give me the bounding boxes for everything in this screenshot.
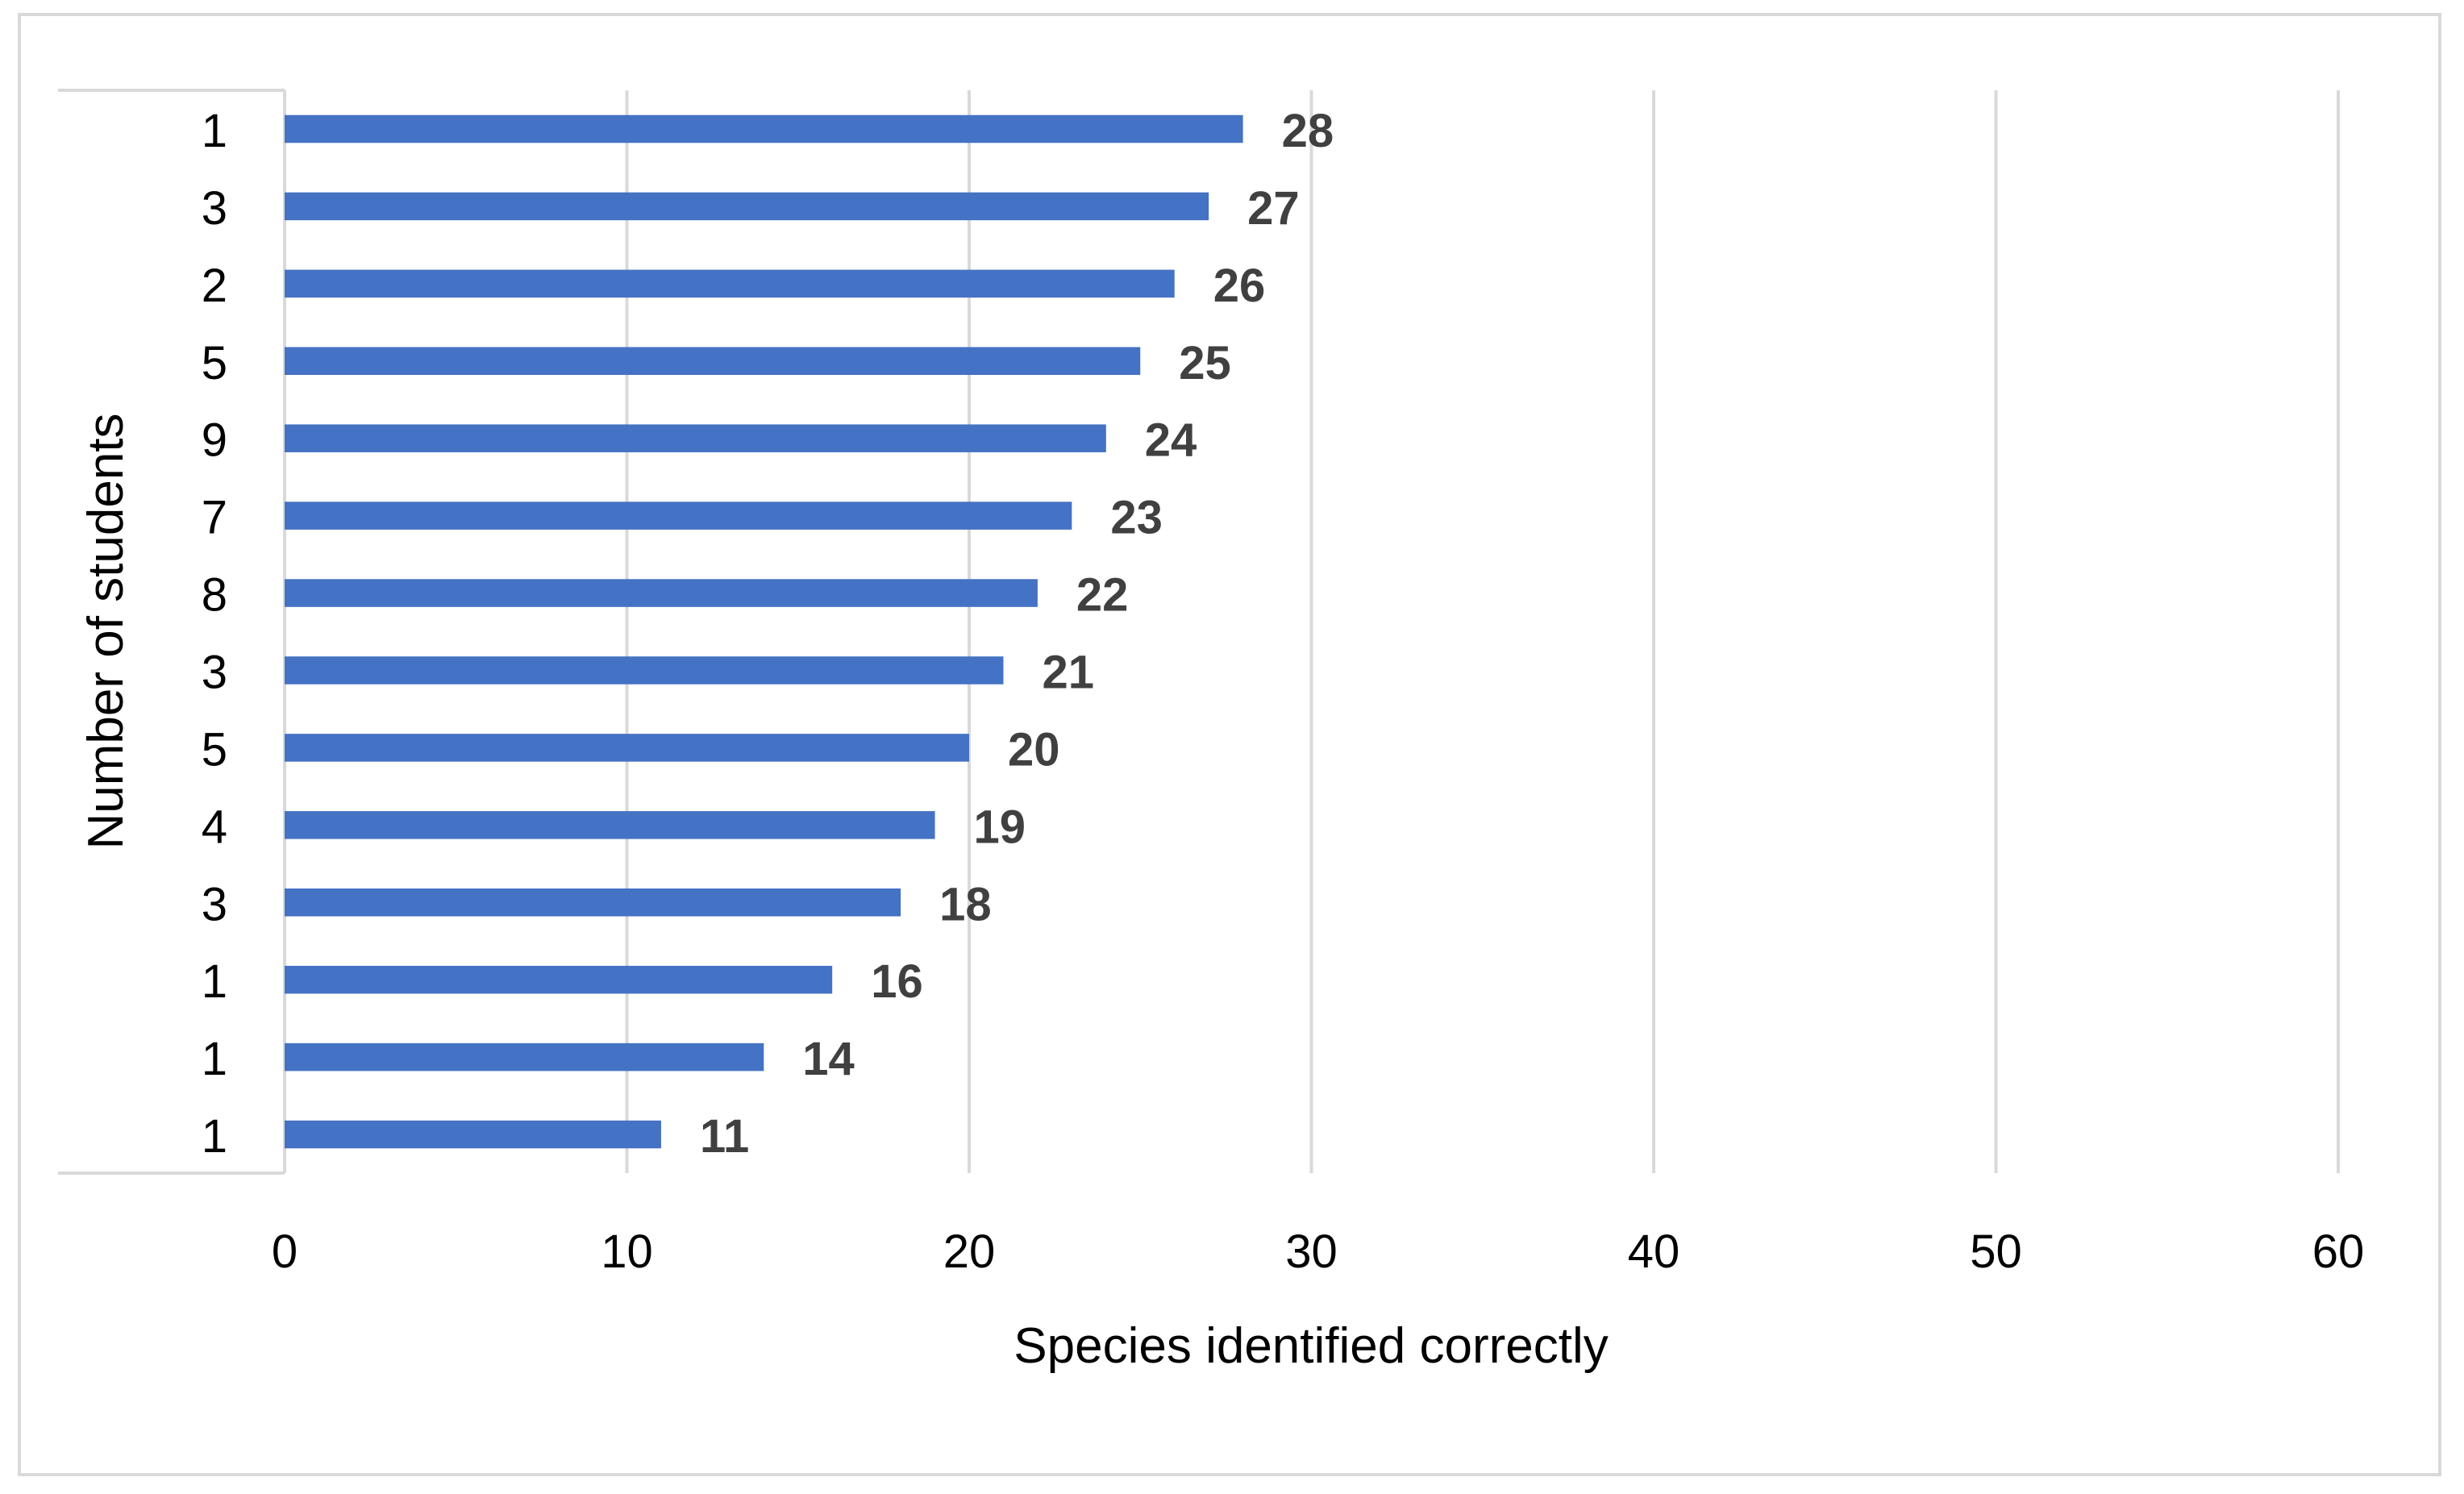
x-tick-labels: 0 10 20 30 40 50 60 [272,1226,2364,1278]
data-label: 24 [1145,414,1197,467]
bar [285,1043,764,1072]
y-category-labels: 1 3 2 5 9 7 8 3 5 4 3 1 1 1 [202,105,227,1163]
data-label: 11 [700,1110,749,1163]
y-axis-title: Number of students [78,413,134,849]
bar [285,424,1106,452]
data-label: 21 [1042,646,1094,698]
x-tick-label: 10 [601,1226,653,1278]
y-category-label: 1 [202,955,227,1008]
data-label: 22 [1076,569,1129,622]
x-tick-label: 60 [2312,1226,2365,1278]
bar [285,115,1243,144]
y-category-label: 9 [202,414,227,467]
y-category-label: 8 [202,569,227,622]
bar [285,966,832,994]
y-category-label: 3 [202,182,227,235]
y-category-label: 5 [202,723,227,776]
bar [285,1121,661,1149]
gridlines [627,90,2339,1173]
data-label: 18 [939,878,992,930]
y-category-label: 1 [202,105,227,157]
bar-chart: 2827262524232221201918161411 13259783543… [0,0,2464,1494]
bar [285,501,1072,530]
x-tick-label: 30 [1285,1226,1338,1278]
data-label: 25 [1179,337,1231,389]
y-category-label: 1 [202,1110,227,1163]
bar [285,811,935,839]
y-category-label: 5 [202,337,227,389]
data-label: 14 [802,1033,855,1085]
bar [285,270,1175,298]
data-label: 28 [1282,105,1334,157]
data-label: 27 [1247,182,1300,235]
y-category-label: 2 [202,260,227,312]
y-category-label: 7 [202,492,227,544]
y-category-label: 1 [202,1033,227,1085]
y-category-label: 3 [202,646,227,698]
y-category-label: 4 [202,801,227,853]
data-label: 19 [974,801,1026,853]
bars [285,115,1243,1149]
data-label: 16 [871,955,923,1008]
bar [285,193,1209,221]
x-tick-label: 40 [1628,1226,1680,1278]
bar [285,579,1038,607]
x-tick-label: 0 [272,1226,298,1278]
data-labels: 28 27 26 25 24 23 22 21 20 19 18 16 14 11 [700,105,1334,1163]
x-tick-label: 20 [943,1226,996,1278]
bar [285,347,1140,375]
y-category-label: 3 [202,878,227,930]
bar [285,888,901,917]
bar [285,734,969,762]
x-axis-title: Species identified correctly [1013,1318,1608,1374]
data-label: 26 [1213,260,1266,312]
data-label: 20 [1008,723,1060,776]
bar [285,656,1003,685]
x-tick-label: 50 [1970,1226,2022,1278]
data-label: 23 [1110,492,1163,544]
